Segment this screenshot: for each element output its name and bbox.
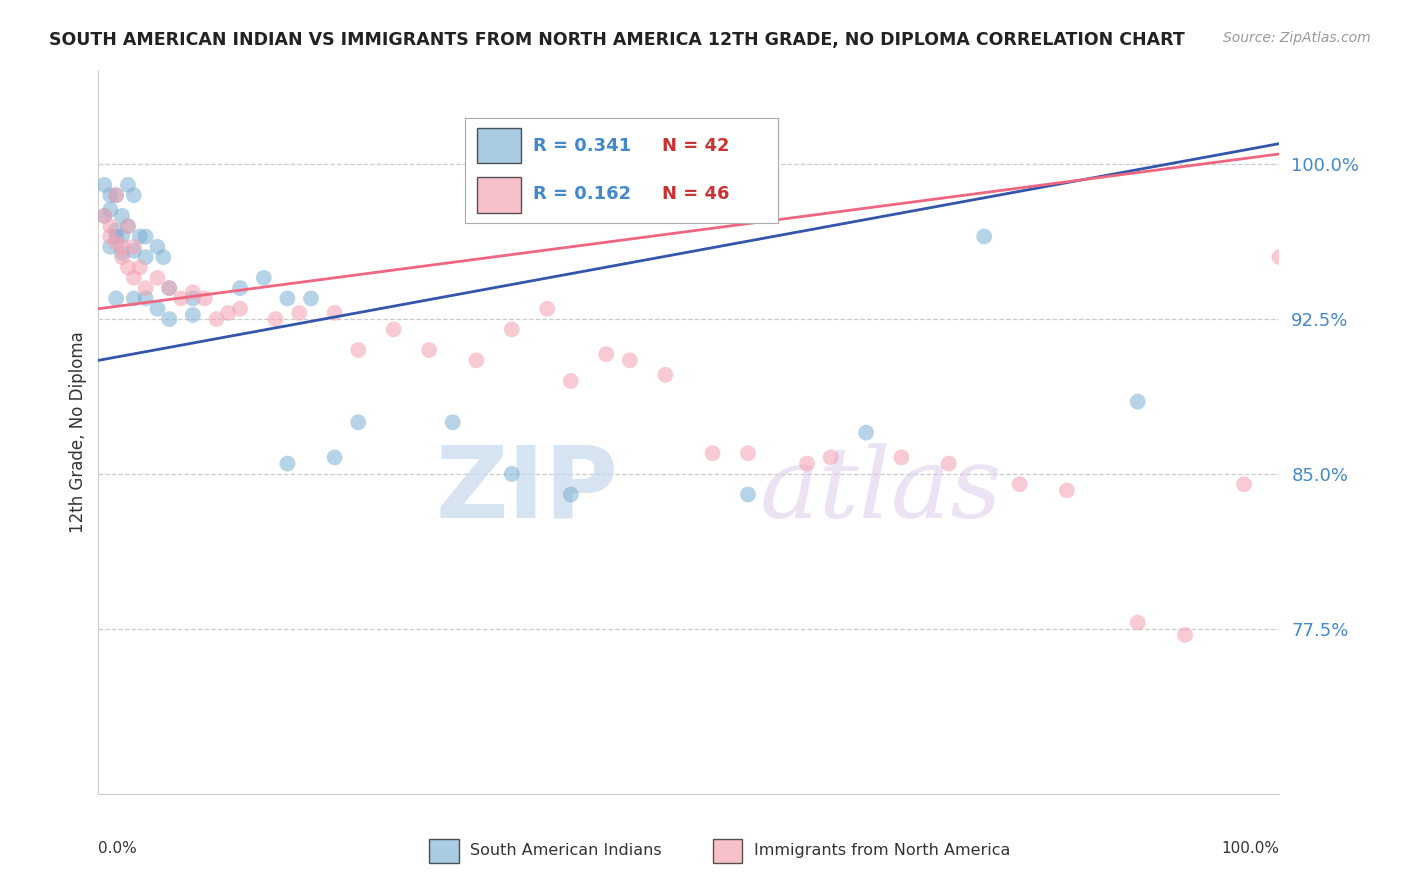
Point [122, 244, 145, 258]
Point [117, 219, 139, 234]
Point [135, 281, 157, 295]
Point [105, 223, 128, 237]
Point [217, 306, 239, 320]
Point [441, 415, 464, 429]
Point [111, 229, 134, 244]
Point [135, 250, 157, 264]
Point [560, 487, 582, 501]
Point [105, 292, 128, 306]
Point [536, 301, 558, 316]
Point [323, 306, 346, 320]
Point [181, 292, 204, 306]
Point [146, 301, 169, 316]
Point [135, 292, 157, 306]
Point [737, 446, 759, 460]
Point [288, 306, 311, 320]
Text: atlas: atlas [759, 442, 1002, 538]
Point [122, 292, 145, 306]
Text: South American Indians: South American Indians [471, 843, 662, 858]
Point [418, 343, 440, 357]
Point [501, 467, 523, 481]
Point [128, 229, 150, 244]
Point [93, 209, 115, 223]
Point [98, 219, 121, 234]
Point [619, 353, 641, 368]
Text: Immigrants from North America: Immigrants from North America [754, 843, 1011, 858]
Text: SOUTH AMERICAN INDIAN VS IMMIGRANTS FROM NORTH AMERICA 12TH GRADE, NO DIPLOMA CO: SOUTH AMERICAN INDIAN VS IMMIGRANTS FROM… [49, 31, 1185, 49]
Point [117, 178, 139, 192]
Point [264, 312, 287, 326]
Point [98, 202, 121, 217]
Point [796, 457, 818, 471]
Text: Source: ZipAtlas.com: Source: ZipAtlas.com [1223, 31, 1371, 45]
Point [276, 292, 298, 306]
Point [323, 450, 346, 465]
Y-axis label: 12th Grade, No Diploma: 12th Grade, No Diploma [69, 332, 87, 533]
Point [347, 343, 370, 357]
Text: 100.0%: 100.0% [1222, 841, 1279, 855]
Point [702, 446, 724, 460]
Point [146, 270, 169, 285]
Point [1008, 477, 1031, 491]
Point [181, 308, 204, 322]
Point [111, 250, 134, 264]
Point [465, 353, 488, 368]
Point [820, 450, 842, 465]
Point [299, 292, 322, 306]
Point [205, 312, 228, 326]
Point [890, 450, 912, 465]
Point [157, 281, 180, 295]
Point [229, 301, 252, 316]
Point [560, 374, 582, 388]
Point [111, 240, 134, 254]
Point [229, 281, 252, 295]
Point [157, 281, 180, 295]
Point [382, 322, 405, 336]
Point [135, 229, 157, 244]
Point [501, 322, 523, 336]
Point [1126, 394, 1149, 409]
Point [105, 188, 128, 202]
Point [253, 270, 276, 285]
Point [1056, 483, 1078, 498]
Point [152, 250, 174, 264]
Point [105, 188, 128, 202]
Point [1174, 628, 1197, 642]
Point [122, 188, 145, 202]
Point [347, 415, 370, 429]
Point [170, 292, 193, 306]
Point [737, 487, 759, 501]
FancyBboxPatch shape [429, 839, 458, 863]
Point [93, 178, 115, 192]
FancyBboxPatch shape [713, 839, 742, 863]
Point [1233, 477, 1256, 491]
Text: ZIP: ZIP [436, 442, 619, 539]
Point [157, 312, 180, 326]
Point [98, 240, 121, 254]
Point [194, 292, 217, 306]
Point [973, 229, 995, 244]
Point [122, 240, 145, 254]
Point [111, 246, 134, 260]
Point [1268, 250, 1291, 264]
Point [117, 260, 139, 275]
Point [276, 457, 298, 471]
Point [595, 347, 617, 361]
Point [654, 368, 676, 382]
Point [128, 260, 150, 275]
Point [105, 235, 128, 250]
Point [1126, 615, 1149, 630]
Point [122, 270, 145, 285]
Text: 0.0%: 0.0% [98, 841, 138, 855]
Point [938, 457, 960, 471]
Point [181, 285, 204, 300]
Point [105, 229, 128, 244]
Point [855, 425, 877, 440]
Point [117, 219, 139, 234]
Point [98, 188, 121, 202]
Point [111, 209, 134, 223]
Point [146, 240, 169, 254]
Point [93, 209, 115, 223]
Point [98, 229, 121, 244]
